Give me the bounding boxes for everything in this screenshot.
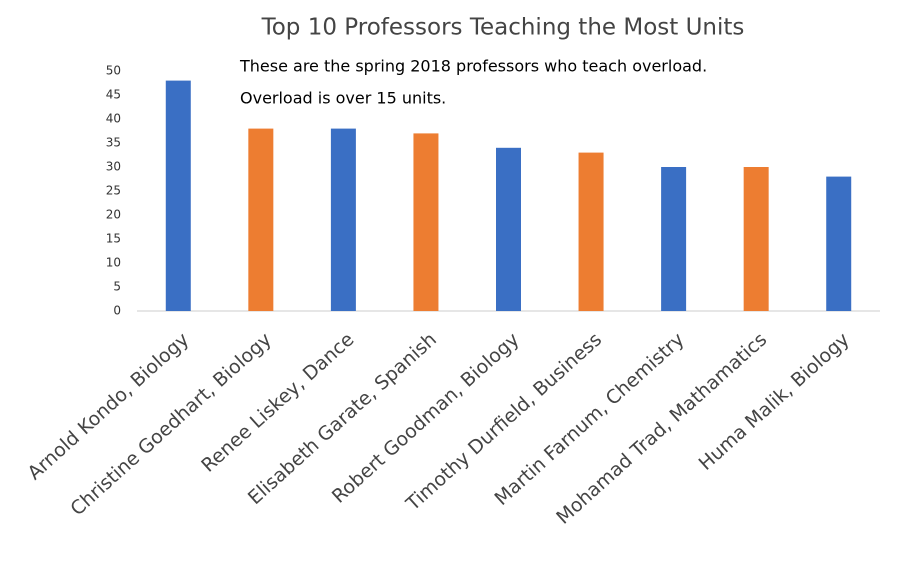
x-tick-label: Arnold Kondo, Biology [24, 328, 194, 484]
bar [330, 128, 356, 311]
x-tick-label: Renee Liskey, Dance [197, 328, 358, 476]
y-tick-label: 20 [106, 208, 121, 222]
bar [413, 133, 439, 311]
y-tick-label: 5 [113, 280, 121, 294]
annotation: Overload is over 15 units. [240, 89, 446, 108]
y-tick-label: 40 [106, 112, 121, 126]
bar [578, 152, 604, 311]
bar [496, 147, 521, 311]
y-tick-label: 25 [106, 184, 121, 198]
y-tick-label: 45 [106, 88, 121, 102]
annotation: These are the spring 2018 professors who… [239, 57, 707, 76]
y-tick-label: 35 [106, 136, 121, 150]
bar [743, 167, 769, 311]
x-tick-label: Huma Malik, Biology [695, 328, 854, 474]
bar [826, 176, 852, 311]
y-tick-label: 10 [106, 256, 121, 270]
bar [661, 167, 687, 311]
bar [165, 80, 191, 311]
y-tick-label: 50 [106, 64, 121, 78]
y-tick-label: 0 [113, 304, 121, 318]
y-tick-label: 30 [106, 160, 121, 174]
bar [248, 128, 274, 311]
chart-title: Top 10 Professors Teaching the Most Unit… [261, 15, 745, 41]
y-tick-label: 15 [106, 232, 121, 246]
